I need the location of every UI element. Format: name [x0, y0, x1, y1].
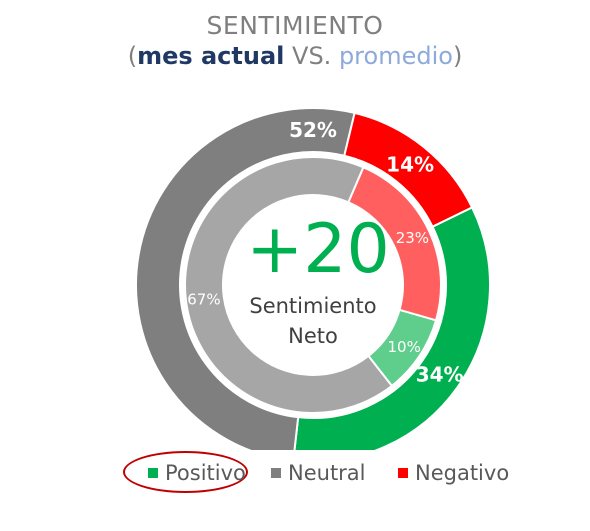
outer-slice-positivo: [293, 206, 491, 450]
legend-swatch-neutral: [271, 468, 281, 478]
inner-ring-average: [184, 156, 442, 414]
center-hole: [225, 197, 401, 373]
net-sentiment-label-line2: Neto: [288, 324, 338, 348]
inner-label-positivo: 10%: [388, 338, 421, 356]
legend-swatch-positivo: [148, 468, 158, 478]
net-sentiment-label-line1: Sentimiento: [249, 294, 376, 318]
legend-swatch-negativo: [398, 468, 408, 478]
outer-label-negativo: 14%: [386, 152, 434, 176]
data-labels: 34% 52% 14% 10% 67% 23%: [187, 118, 463, 386]
chart-subtitle: (mes actual VS. promedio): [0, 42, 590, 70]
outer-ring-current-month: [135, 107, 491, 450]
subtitle-vs: VS.: [284, 42, 339, 70]
legend-label-neutral: Neutral: [288, 461, 366, 485]
net-sentiment-value: +20: [246, 210, 390, 289]
subtitle-current-month: mes actual: [137, 42, 285, 70]
inner-slice-negativo: [347, 166, 442, 322]
subtitle-open-paren: (: [127, 42, 138, 70]
positivo-highlight-circle: [123, 451, 248, 493]
subtitle-average: promedio: [338, 42, 453, 70]
outer-label-positivo: 34%: [416, 363, 464, 387]
legend-item-negativo: Negativo: [398, 456, 509, 490]
chart-legend: Positivo Neutral Negativo: [0, 456, 590, 490]
legend-label-negativo: Negativo: [415, 461, 510, 485]
outer-label-neutral: 52%: [289, 118, 337, 142]
inner-label-neutral: 67%: [187, 291, 220, 309]
inner-slice-neutral: [184, 156, 394, 414]
outer-slice-neutral: [135, 107, 356, 450]
outer-slice-negativo: [343, 111, 474, 229]
legend-item-positivo: Positivo: [148, 456, 246, 490]
legend-label-positivo: Positivo: [165, 461, 246, 485]
sentiment-donut-chart: 34% 52% 14% 10% 67% 23% +20 Sentimiento Neto: [135, 107, 491, 450]
subtitle-close-paren: ): [452, 42, 463, 70]
inner-label-negativo: 23%: [396, 229, 429, 247]
legend-item-neutral: Neutral: [271, 456, 366, 490]
chart-title: SENTIMIENTO: [206, 11, 384, 40]
